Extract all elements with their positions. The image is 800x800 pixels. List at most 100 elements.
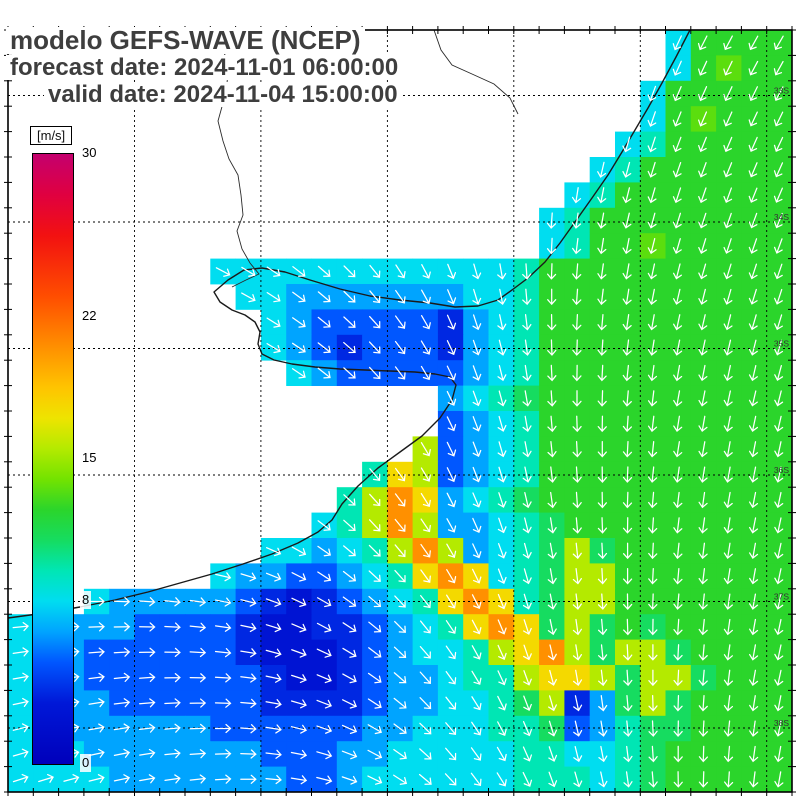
wind-arrow — [266, 266, 281, 277]
wind-arrow — [672, 212, 682, 229]
wind-arrow — [547, 415, 557, 433]
wind-arrow — [598, 644, 608, 661]
wind-arrow — [597, 212, 607, 229]
wind-arrow — [748, 263, 758, 280]
wind-arrow — [622, 288, 632, 306]
wind-arrow — [623, 720, 633, 737]
lat-label: 33S — [774, 86, 789, 96]
wind-arrow — [472, 492, 482, 508]
wind-arrow — [240, 673, 257, 683]
wind-arrow — [139, 748, 156, 759]
wind-arrow — [622, 237, 632, 255]
wind-arrow — [446, 365, 457, 381]
wind-arrow — [343, 290, 356, 303]
wind-arrow — [774, 390, 784, 407]
wind-arrow — [240, 774, 257, 784]
wind-arrow — [673, 314, 683, 331]
wind-arrow — [773, 60, 784, 76]
wind-arrow — [723, 339, 733, 356]
wind-arrow — [572, 390, 582, 407]
wind-arrow — [265, 623, 282, 633]
wind-arrow — [342, 647, 357, 658]
wind-arrow — [522, 771, 533, 787]
wind-arrow — [698, 745, 709, 763]
wind-arrow — [546, 263, 557, 280]
colorbar: [m/s] 30 22 15 8 0 — [30, 126, 150, 786]
wind-arrow — [774, 441, 784, 458]
wind-arrow — [420, 314, 431, 330]
wind-arrow — [497, 517, 507, 534]
wind-arrow — [420, 518, 431, 533]
wind-arrow — [266, 291, 281, 303]
wind-arrow — [316, 750, 333, 760]
wind-arrow — [647, 161, 657, 178]
wind-arrow — [673, 517, 683, 534]
wind-arrow — [723, 695, 734, 712]
wind-arrow — [672, 136, 682, 153]
wind-arrow — [648, 517, 658, 534]
wind-arrow — [622, 339, 632, 356]
wind-arrow — [291, 597, 307, 608]
wind-arrow — [265, 749, 282, 759]
wind-arrow — [572, 415, 582, 433]
wind-arrow — [395, 264, 406, 279]
wind-arrow — [113, 698, 131, 708]
wind-arrow — [447, 263, 457, 280]
wind-arrow — [214, 622, 232, 632]
wind-arrow — [749, 618, 759, 636]
wind-arrow — [471, 645, 482, 660]
wind-arrow — [673, 466, 683, 483]
wind-arrow — [648, 542, 658, 560]
wind-arrow — [622, 466, 633, 483]
wind-arrow — [774, 288, 783, 305]
wind-arrow — [471, 619, 482, 635]
wind-arrow — [673, 415, 683, 433]
wind-arrow — [265, 774, 282, 785]
wind-arrow — [648, 491, 658, 509]
wind-arrow — [240, 572, 257, 582]
wind-arrow — [573, 745, 583, 763]
wind-arrow — [88, 622, 105, 632]
wind-arrows — [12, 35, 784, 788]
wind-arrow — [723, 542, 733, 560]
lat-label: 34S — [774, 212, 789, 222]
wind-arrow — [367, 724, 383, 735]
wind-arrow — [698, 136, 707, 153]
wind-arrow — [748, 288, 758, 305]
wind-arrow — [572, 542, 582, 560]
wind-arrow — [572, 364, 582, 382]
wind-arrow — [418, 773, 432, 785]
wind-arrow — [369, 264, 381, 278]
wind-arrow — [597, 364, 607, 382]
wind-arrow — [343, 341, 356, 354]
wind-arrow — [368, 570, 381, 582]
wind-arrow — [522, 542, 532, 559]
wind-arrow — [472, 365, 482, 381]
wind-arrow — [623, 593, 633, 610]
wind-arrow — [748, 517, 759, 534]
wind-arrow — [748, 466, 759, 483]
wind-arrow — [723, 745, 734, 763]
wind-arrow — [497, 695, 507, 711]
wind-arrow — [139, 774, 156, 784]
wind-arrow — [774, 593, 784, 610]
colorbar-tick-label: 8 — [80, 591, 92, 610]
wind-arrow — [496, 772, 507, 787]
wind-arrow — [472, 288, 482, 305]
wind-arrow — [445, 722, 457, 735]
wind-arrow — [622, 187, 632, 204]
wind-arrow — [648, 567, 658, 585]
wind-arrow — [723, 35, 733, 51]
wind-arrow — [598, 745, 608, 763]
wind-arrow — [622, 390, 632, 407]
wind-arrow — [291, 546, 307, 557]
wind-arrow — [723, 364, 733, 382]
wind-arrow — [647, 85, 657, 102]
wind-arrow — [774, 491, 784, 509]
wind-arrow — [698, 694, 708, 712]
wind-arrow — [673, 288, 683, 305]
wind-arrow — [342, 673, 357, 684]
wind-arrow — [673, 644, 683, 661]
wind-arrow — [367, 672, 382, 684]
wind-arrow — [343, 494, 356, 506]
